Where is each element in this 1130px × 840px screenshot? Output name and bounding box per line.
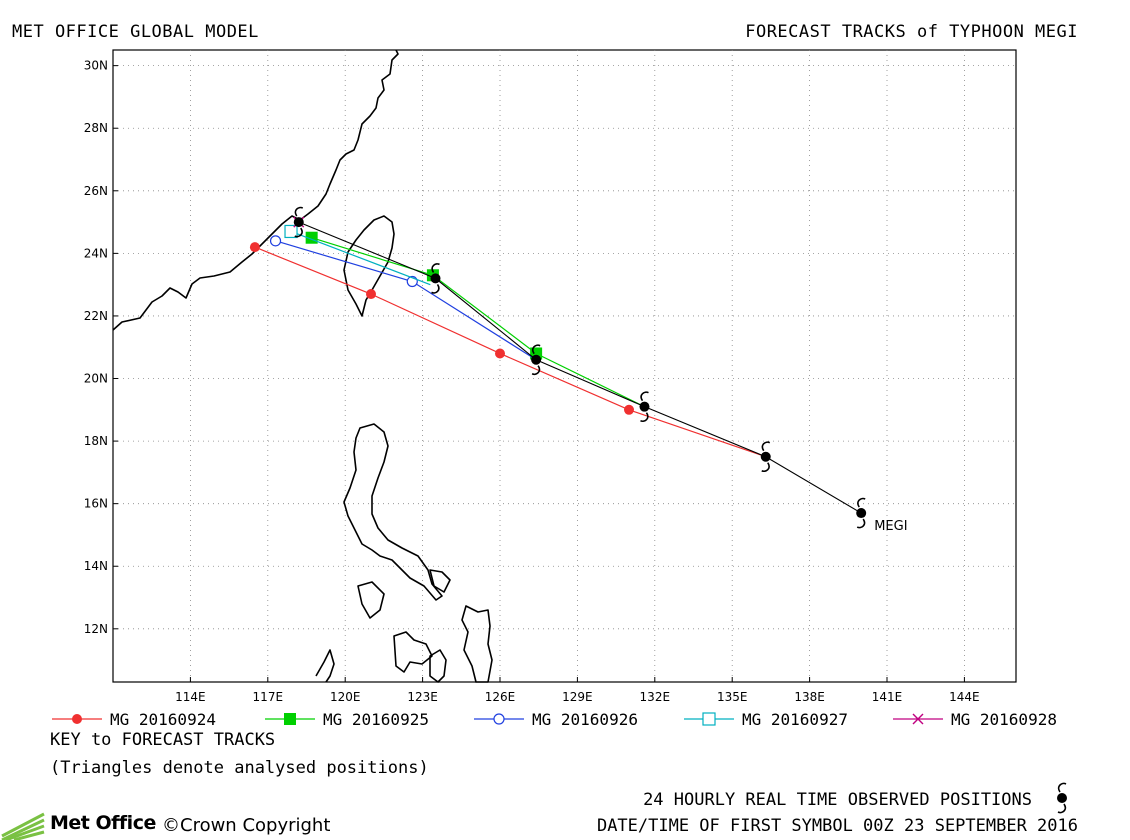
- visayas-coastline: [429, 569, 451, 593]
- typhoon-arm: [431, 263, 440, 273]
- title-left: MET OFFICE GLOBAL MODEL: [12, 22, 259, 42]
- negros-coastline: [429, 649, 447, 683]
- typhoon-arm: [431, 283, 440, 294]
- track-point-marker: [72, 714, 82, 724]
- lon-tick-label: 144E: [949, 690, 980, 704]
- typhoon-eye: [760, 451, 771, 462]
- forecast-track-line: [311, 237, 645, 408]
- track-point-marker: [495, 348, 505, 359]
- storm-label: MEGI: [874, 519, 907, 534]
- legend-label: MG 20160926: [532, 710, 638, 729]
- observed-track: [293, 206, 867, 529]
- taiwan-coastline: [343, 215, 395, 317]
- forecast-track-line: [275, 240, 537, 361]
- key-title: KEY to FORECAST TRACKS: [50, 730, 276, 750]
- track-point-marker: [249, 242, 260, 253]
- typhoon-symbol-icon: [639, 391, 650, 422]
- met-office-logo-text: Met Office: [50, 812, 156, 834]
- mindoro-coastline: [357, 581, 385, 619]
- typhoon-symbol-icon: [293, 206, 304, 238]
- lon-tick-label: 117E: [253, 690, 284, 704]
- axis-ticks: 114E 117E 120E 123E 126E 129E 132E 135E 138E 141E…: [84, 59, 980, 704]
- copyright: ©Crown Copyright: [162, 815, 331, 836]
- typhoon-symbol-icon: [760, 441, 771, 473]
- typhoon-arm: [761, 441, 771, 452]
- legend-label: MG 20160928: [951, 710, 1057, 729]
- typhoon-arm: [761, 462, 770, 473]
- track-point-marker: [366, 289, 376, 300]
- met-office-logo-icon: [1, 812, 45, 840]
- lon-tick-label: 120E: [330, 690, 361, 704]
- observed-track-line: [298, 221, 862, 514]
- forecast-track-line: [290, 230, 431, 286]
- observed-note: 24 HOURLY REAL TIME OBSERVED POSITIONS: [643, 790, 1032, 810]
- lon-tick-label: 123E: [407, 690, 438, 704]
- lat-tick-label: 26N: [84, 184, 108, 198]
- typhoon-arm: [294, 227, 303, 238]
- lon-tick-label: 132E: [640, 690, 671, 704]
- typhoon-arm: [294, 206, 304, 217]
- lon-tick-label: 126E: [485, 690, 516, 704]
- typhoon-arm: [640, 391, 649, 402]
- lon-tick-label: 138E: [794, 690, 825, 704]
- lat-tick-label: 20N: [84, 372, 108, 386]
- palawan-coastline: [315, 649, 335, 683]
- panay-coastline: [393, 631, 433, 673]
- luzon-coastline: [343, 423, 443, 601]
- legend: MG 20160924 MG 20160925 MG 20160926 MG 2016…: [52, 710, 1057, 729]
- lon-tick-label: 135E: [717, 690, 748, 704]
- legend-label: MG 20160924: [110, 710, 216, 729]
- typhoon-eye: [293, 217, 304, 228]
- lat-tick-label: 12N: [84, 622, 108, 636]
- typhoon-arm: [640, 412, 649, 422]
- china-coastline: [112, 49, 399, 331]
- track-point-marker: [269, 235, 282, 247]
- lat-tick-label: 18N: [84, 434, 108, 448]
- typhoon-eye: [856, 508, 867, 519]
- coastlines: [112, 49, 493, 683]
- samar-coastline: [461, 605, 493, 683]
- typhoon-arm: [531, 365, 541, 376]
- typhoon-arm: [856, 518, 866, 529]
- typhoon-symbol-icon: [856, 497, 867, 529]
- typhoon-symbol-icon: [430, 263, 441, 294]
- typhoon-arm: [532, 344, 541, 355]
- track-point-marker: [493, 713, 505, 725]
- typhoon-eye: [430, 273, 441, 284]
- map-frame: [112, 49, 1017, 683]
- date-note: DATE/TIME OF FIRST SYMBOL 00Z 23 SEPTEMB…: [596, 816, 1078, 836]
- lon-tick-label: 129E: [562, 690, 593, 704]
- track-point-marker: [912, 713, 924, 725]
- key-note: (Triangles denote analysed positions): [50, 758, 429, 778]
- lat-tick-label: 22N: [84, 309, 108, 323]
- lat-tick-label: 24N: [84, 246, 108, 260]
- lat-tick-label: 14N: [84, 559, 108, 573]
- typhoon-symbol-icon: [531, 344, 542, 376]
- map-grid: [113, 50, 1016, 682]
- lat-tick-label: 28N: [84, 121, 108, 135]
- track-point-marker: [624, 404, 634, 415]
- track-point-marker: [702, 712, 716, 726]
- typhoon-arm: [857, 497, 866, 508]
- typhoon-eye: [639, 401, 650, 412]
- lat-tick-label: 16N: [84, 497, 108, 511]
- legend-label: MG 20160927: [742, 710, 848, 729]
- title-right: FORECAST TRACKS of TYPHOON MEGI: [745, 22, 1078, 42]
- lon-tick-label: 114E: [175, 690, 206, 704]
- lat-tick-label: 30N: [84, 59, 108, 73]
- typhoon-eye: [531, 354, 542, 365]
- lon-tick-label: 141E: [872, 690, 903, 704]
- track-point-marker: [284, 713, 296, 725]
- typhoon-symbol-icon: [1057, 782, 1067, 814]
- track-point-marker: [284, 224, 298, 239]
- legend-label: MG 20160925: [323, 710, 429, 729]
